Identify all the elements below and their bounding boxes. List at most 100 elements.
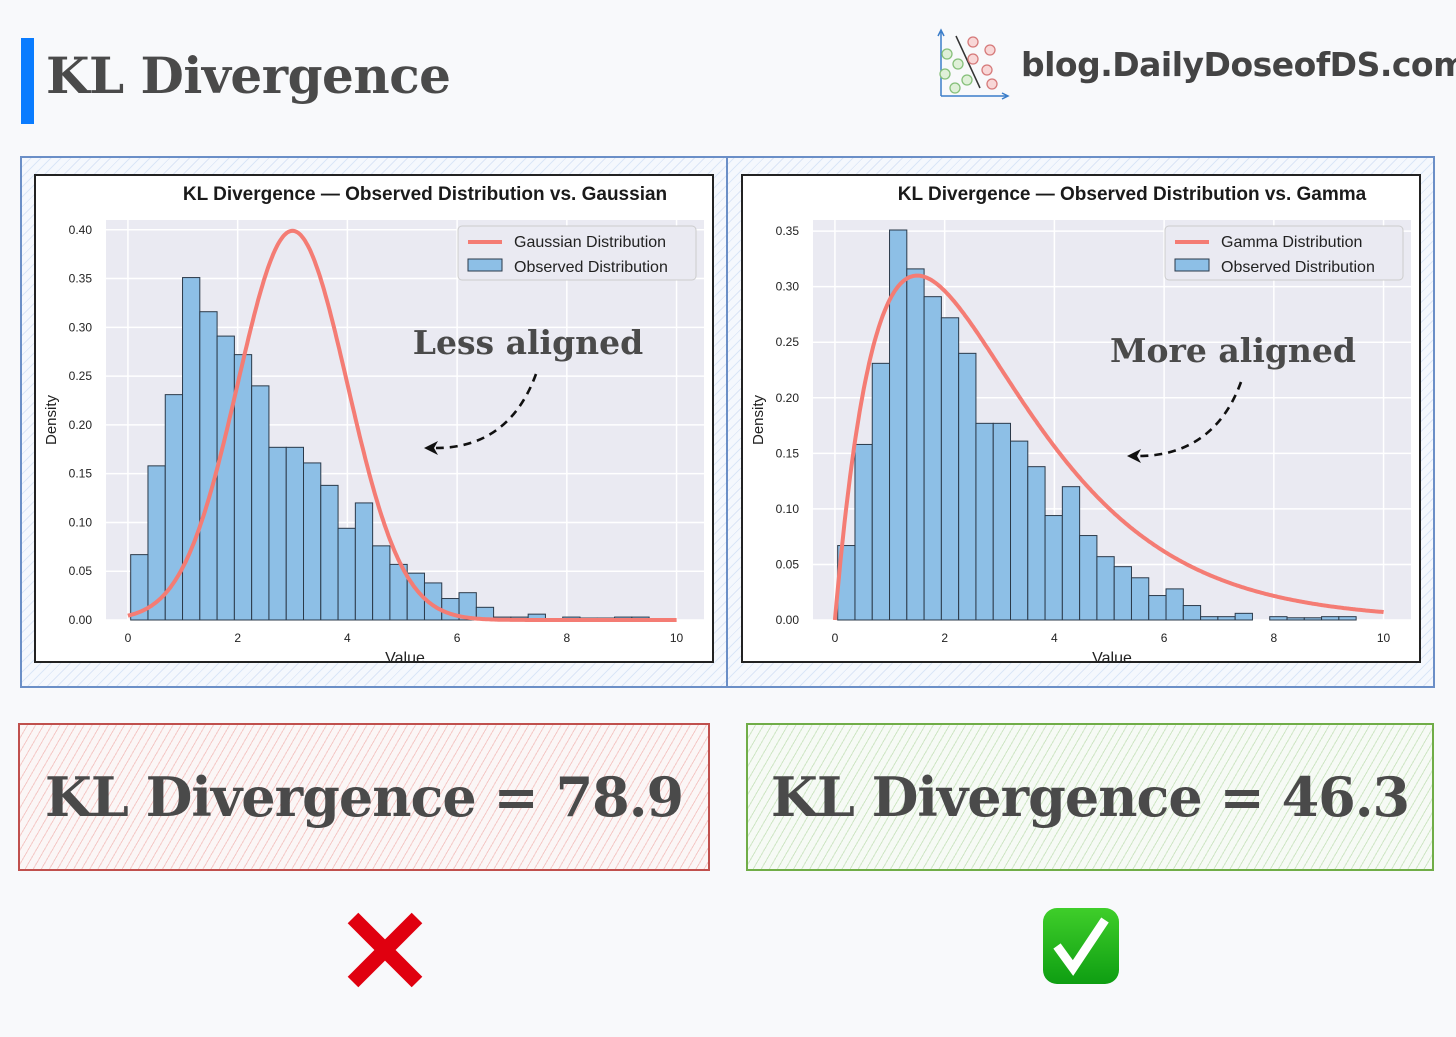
x-tick-label: 0 bbox=[832, 631, 839, 645]
chart-gaussian: 0 2 4 6 8 10 0.00 0.05 0.10 0.15 0.20 0.25 0.30 0.35 0… bbox=[34, 174, 714, 665]
y-axis-label: Density bbox=[43, 394, 60, 445]
y-tick-label: 0.35 bbox=[776, 224, 800, 238]
x-tick-label: 4 bbox=[344, 631, 351, 645]
chart-gamma: 0 2 4 6 8 10 0.00 0.05 0.10 0.15 0.20 0.25 0.30 0.35 V… bbox=[741, 174, 1421, 665]
histogram-bars bbox=[837, 229, 1357, 621]
histogram-bar bbox=[992, 422, 1012, 621]
kl-value-gamma: KL Divergence = 46.3 bbox=[770, 765, 1410, 829]
legend: Gamma Distribution Observed Distribution bbox=[1164, 225, 1404, 281]
x-tick-label: 10 bbox=[670, 631, 684, 645]
histogram-bar bbox=[1321, 616, 1340, 621]
histogram-bar bbox=[1165, 588, 1184, 621]
y-tick-label: 0.35 bbox=[69, 272, 93, 286]
y-tick-label: 0.10 bbox=[69, 515, 93, 529]
histogram-bar bbox=[199, 311, 218, 621]
y-tick-label: 0.20 bbox=[776, 391, 800, 405]
brand[interactable]: blog.DailyDoseofDS.com bbox=[935, 26, 1456, 102]
histogram-bar bbox=[164, 394, 184, 621]
y-tick-label: 0.30 bbox=[69, 320, 93, 334]
y-axis-label: Density bbox=[750, 394, 767, 445]
histogram-bar bbox=[906, 268, 925, 621]
kl-result-gaussian: KL Divergence = 78.9 bbox=[18, 723, 710, 871]
histogram-bar bbox=[268, 446, 287, 621]
chart-title: KL Divergence — Observed Distribution vs… bbox=[183, 184, 667, 205]
legend-label: Gaussian Distribution bbox=[514, 234, 666, 251]
histogram-bar bbox=[1061, 486, 1081, 621]
y-tick-label: 0.30 bbox=[776, 280, 800, 294]
kl-value-gaussian: KL Divergence = 78.9 bbox=[44, 765, 684, 829]
histogram-bar bbox=[1079, 535, 1098, 621]
histogram-bar bbox=[354, 502, 374, 621]
y-tick-label: 0.25 bbox=[776, 335, 800, 349]
x-tick-label: 10 bbox=[1377, 631, 1391, 645]
histogram-bar bbox=[1303, 617, 1323, 621]
histogram-bar bbox=[372, 545, 391, 621]
histogram-bar bbox=[337, 527, 356, 621]
legend-bar-swatch bbox=[1174, 258, 1210, 272]
arrow-head-icon bbox=[1127, 449, 1141, 463]
y-tick-label: 0.15 bbox=[69, 467, 93, 481]
y-tick-label: 0.20 bbox=[69, 418, 93, 432]
annotation-arrow bbox=[435, 373, 538, 450]
y-tick-label: 0.05 bbox=[69, 564, 93, 578]
cross-mark-icon bbox=[347, 912, 423, 988]
x-tick-label: 2 bbox=[941, 631, 948, 645]
arrow-head-icon bbox=[424, 441, 438, 455]
histogram-bar bbox=[975, 422, 994, 621]
histogram-bar bbox=[1027, 466, 1046, 621]
histogram-bar bbox=[1234, 612, 1253, 621]
kl-result-gamma: KL Divergence = 46.3 bbox=[746, 723, 1434, 871]
legend-label: Observed Distribution bbox=[514, 259, 668, 276]
chart-gamma-svg: 0 2 4 6 8 10 0.00 0.05 0.10 0.15 0.20 0.25 0.30 0.35 V… bbox=[750, 184, 1411, 665]
y-tick-label: 0.25 bbox=[69, 369, 93, 383]
title-accent-bar bbox=[21, 38, 34, 124]
chart-title: KL Divergence — Observed Distribution vs… bbox=[898, 184, 1367, 205]
annotation-arrow bbox=[1138, 381, 1243, 458]
y-tick-label: 0.15 bbox=[776, 446, 800, 460]
histogram-bar bbox=[1044, 515, 1063, 621]
x-tick-label: 8 bbox=[1271, 631, 1278, 645]
y-tick-label: 0.00 bbox=[69, 613, 93, 627]
histogram-bar bbox=[182, 277, 201, 621]
x-tick-label: 6 bbox=[454, 631, 461, 645]
scatter-classifier-logo-icon bbox=[937, 28, 1010, 100]
x-tick-label: 4 bbox=[1051, 631, 1058, 645]
legend-bar-swatch bbox=[467, 258, 503, 272]
legend: Gaussian Distribution Observed Distributi… bbox=[457, 225, 697, 281]
histogram-bar bbox=[285, 446, 305, 621]
y-tick-label: 0.10 bbox=[776, 502, 800, 516]
histogram-bar bbox=[940, 317, 960, 621]
x-tick-label: 6 bbox=[1161, 631, 1168, 645]
x-tick-label: 2 bbox=[234, 631, 241, 645]
histogram-bar bbox=[216, 335, 235, 621]
histogram-bar bbox=[1130, 577, 1150, 621]
histogram-bar bbox=[458, 592, 477, 621]
histogram-bar bbox=[871, 362, 891, 621]
charts-divider bbox=[726, 156, 728, 688]
brand-link[interactable]: blog.DailyDoseofDS.com bbox=[1021, 44, 1456, 84]
y-tick-label: 0.05 bbox=[776, 557, 800, 571]
histogram-bar bbox=[923, 296, 942, 621]
histogram-bar bbox=[1010, 440, 1029, 621]
x-tick-label: 0 bbox=[125, 631, 132, 645]
histogram-bar bbox=[1269, 616, 1288, 621]
histogram-bar bbox=[1217, 616, 1236, 621]
annotation-label: Less aligned bbox=[413, 323, 643, 362]
histogram-bar bbox=[1338, 616, 1357, 621]
x-axis-label: Value bbox=[1092, 650, 1132, 665]
histogram-bar bbox=[1148, 595, 1167, 621]
histogram-bar bbox=[854, 443, 873, 621]
check-mark-button-icon bbox=[1043, 908, 1119, 984]
legend-label: Gamma Distribution bbox=[1221, 234, 1362, 251]
histogram-bar bbox=[1096, 556, 1115, 621]
histogram-bar bbox=[303, 462, 322, 621]
histogram-bar bbox=[320, 484, 339, 621]
histogram-bar bbox=[1182, 605, 1202, 621]
pdf-curve bbox=[832, 273, 1385, 621]
page-title: KL Divergence bbox=[46, 46, 451, 105]
x-axis-label: Value bbox=[385, 650, 425, 665]
histogram-bar bbox=[1286, 617, 1305, 621]
histogram-bar bbox=[958, 352, 977, 621]
x-tick-label: 8 bbox=[564, 631, 571, 645]
chart-gaussian-svg: 0 2 4 6 8 10 0.00 0.05 0.10 0.15 0.20 0.25 0.30 0.35 0… bbox=[43, 184, 704, 665]
